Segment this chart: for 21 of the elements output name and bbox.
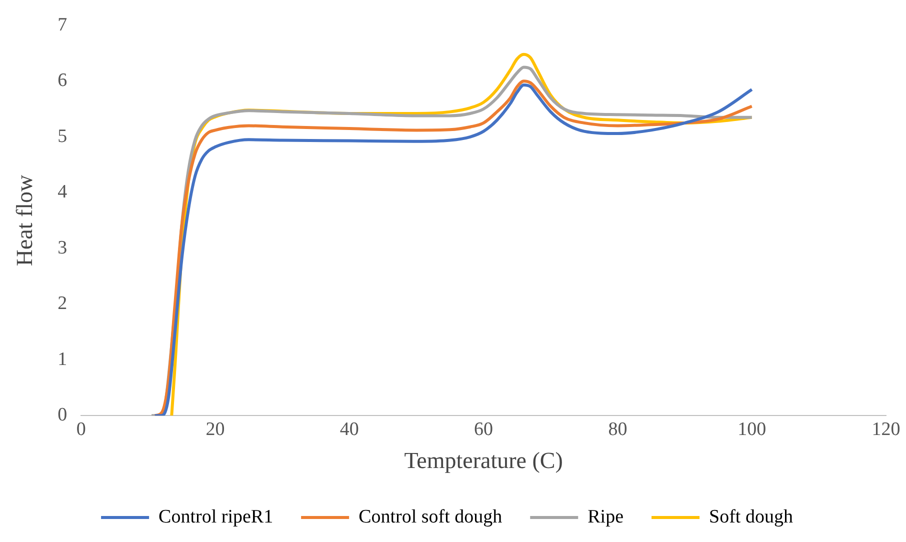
x-tick-label: 100 — [738, 418, 766, 440]
y-tick-label: 2 — [58, 293, 68, 314]
legend-label: Control soft dough — [358, 506, 503, 528]
y-tick-label: 1 — [58, 348, 68, 370]
x-tick-label: 60 — [474, 418, 494, 440]
y-tick-label: 4 — [58, 182, 68, 203]
y-tick-label: 7 — [58, 14, 68, 36]
x-tick-label: 120 — [872, 418, 900, 440]
x-tick-label: 40 — [340, 418, 359, 440]
legend-label: Soft dough — [709, 506, 794, 528]
x-tick-label: 0 — [76, 418, 86, 440]
y-tick-label: 3 — [58, 237, 68, 258]
x-axis-title: Tempterature (C) — [404, 448, 563, 474]
x-tick-label: 20 — [206, 418, 225, 440]
legend-label: Control ripeR1 — [158, 506, 274, 528]
y-tick-label: 0 — [58, 404, 68, 426]
y-tick-label: 5 — [58, 126, 68, 147]
legend-label: Ripe — [588, 506, 624, 528]
y-axis-title: Heat flow — [12, 174, 37, 266]
x-tick-label: 80 — [608, 418, 628, 440]
y-tick-label: 6 — [58, 70, 68, 92]
